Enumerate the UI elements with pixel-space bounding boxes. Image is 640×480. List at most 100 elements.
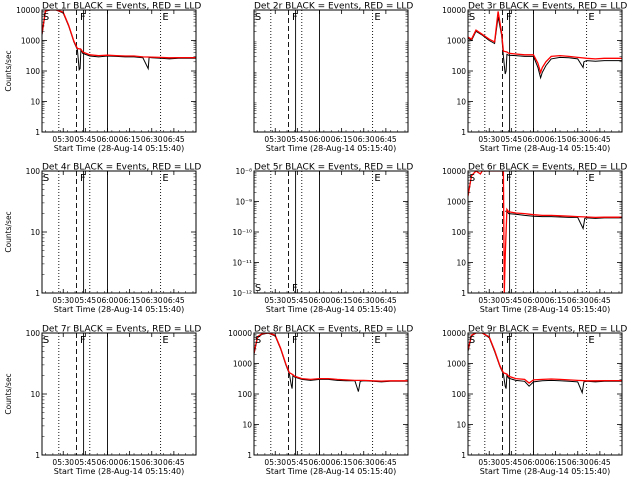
y-tick-label: 10000 xyxy=(442,329,466,338)
y-tick-label: 1 xyxy=(35,289,40,298)
y-tick-label: 10 xyxy=(456,259,466,268)
plot-frame xyxy=(253,9,409,133)
x-tick-label: 06:00 xyxy=(309,458,331,467)
marker-f: F xyxy=(506,335,512,346)
x-tick-label: 06:45 xyxy=(375,458,397,467)
x-tick-label: 06:15 xyxy=(545,458,567,467)
x-tick-label: 06:15 xyxy=(331,458,353,467)
x-tick-label: 05:30 xyxy=(52,458,74,467)
x-tick-label: 05:45 xyxy=(287,135,309,144)
x-axis-label: Start Time (28-Aug-14 05:15:40) xyxy=(480,467,611,476)
marker-f: F xyxy=(506,173,512,184)
x-tick-label: 06:30 xyxy=(141,458,163,467)
plot-frame xyxy=(41,332,197,456)
x-tick-label: 05:45 xyxy=(501,458,523,467)
x-tick-label: 06:15 xyxy=(545,296,567,305)
series-line-lld xyxy=(254,333,408,382)
x-tick-label: 06:00 xyxy=(523,135,545,144)
panel-title: Det 4r BLACK = Events, RED = LLD xyxy=(42,163,201,173)
x-tick-label: 06:00 xyxy=(97,135,119,144)
x-tick-label: 06:45 xyxy=(589,458,611,467)
y-tick-label: 1000 xyxy=(447,198,466,207)
y-tick-label: 1 xyxy=(461,451,466,460)
marker-f: F xyxy=(292,335,298,346)
y-tick-label: 1000 xyxy=(21,37,40,46)
x-tick-label: 06:30 xyxy=(353,296,375,305)
x-tick-label: 06:45 xyxy=(163,458,185,467)
x-tick-label: 06:30 xyxy=(567,135,589,144)
x-tick-label: 05:45 xyxy=(501,296,523,305)
x-tick-label: 06:00 xyxy=(523,296,545,305)
marker-e: E xyxy=(162,335,168,346)
y-tick-label: 10 xyxy=(456,98,466,107)
y-tick-label: 1000 xyxy=(233,360,252,369)
panel-title: Det 9r BLACK = Events, RED = LLD xyxy=(468,325,627,335)
x-axis-label: Start Time (28-Aug-14 05:15:40) xyxy=(480,144,611,153)
y-tick-label: 100 xyxy=(452,67,467,76)
y-tick-label: 10000 xyxy=(442,167,466,176)
series-line-lld xyxy=(468,11,622,75)
x-tick-label: 06:45 xyxy=(375,135,397,144)
y-tick-label: 1 xyxy=(461,128,466,137)
x-tick-label: 05:45 xyxy=(287,296,309,305)
y-tick-label: 1000 xyxy=(447,37,466,46)
x-tick-label: 05:30 xyxy=(264,458,286,467)
x-tick-label: 05:30 xyxy=(478,296,500,305)
x-tick-label: 05:45 xyxy=(501,135,523,144)
x-tick-label: 06:00 xyxy=(97,296,119,305)
x-axis-label: Start Time (28-Aug-14 05:15:40) xyxy=(266,144,397,153)
series-line-events xyxy=(505,210,622,231)
y-axis-label: Counts/sec xyxy=(4,50,13,91)
series-line-lld xyxy=(468,333,622,384)
x-tick-label: 06:30 xyxy=(141,135,163,144)
panel-title: Det 2r BLACK = Events, RED = LLD xyxy=(254,2,413,12)
marker-s: S xyxy=(43,12,49,23)
x-tick-label: 06:00 xyxy=(97,458,119,467)
marker-s: S xyxy=(469,173,475,184)
marker-e: E xyxy=(588,335,594,346)
y-tick-label: 100 xyxy=(26,329,41,338)
panel-title: Det 1r BLACK = Events, RED = LLD xyxy=(42,2,201,12)
y-tick-label: 10 xyxy=(456,421,466,430)
plot-frame xyxy=(253,170,409,294)
marker-f: F xyxy=(80,12,86,23)
plot-frame xyxy=(41,9,197,133)
y-tick-label: 10000 xyxy=(228,329,252,338)
y-tick-label: 100 xyxy=(26,67,41,76)
y-tick-label: 100 xyxy=(452,390,467,399)
x-axis-label: Start Time (28-Aug-14 05:15:40) xyxy=(266,467,397,476)
marker-f: F xyxy=(292,12,298,23)
x-tick-label: 05:45 xyxy=(287,458,309,467)
y-tick-label: 1 xyxy=(35,128,40,137)
plot-frame xyxy=(41,170,197,294)
x-tick-label: 06:30 xyxy=(353,458,375,467)
x-tick-label: 05:30 xyxy=(478,458,500,467)
y-tick-label: 10000 xyxy=(16,6,40,15)
y-axis-label: Counts/sec xyxy=(4,373,13,414)
y-tick-label: 1 xyxy=(35,451,40,460)
marker-e: E xyxy=(374,173,380,184)
series-line-events xyxy=(42,10,196,71)
marker-s: S xyxy=(255,283,261,294)
marker-e: E xyxy=(588,173,594,184)
x-tick-label: 06:45 xyxy=(163,296,185,305)
x-tick-label: 06:30 xyxy=(141,296,163,305)
y-tick-label: 10⁻⁸ xyxy=(235,167,252,176)
y-tick-label: 10 xyxy=(242,421,252,430)
x-axis-label: Start Time (28-Aug-14 05:15:40) xyxy=(54,305,185,314)
x-tick-label: 05:30 xyxy=(264,135,286,144)
marker-s: S xyxy=(43,173,49,184)
marker-f: F xyxy=(506,12,512,23)
y-tick-label: 1 xyxy=(247,451,252,460)
plot-frame xyxy=(253,332,409,456)
plot-frame xyxy=(467,170,623,294)
marker-f: F xyxy=(292,283,298,294)
marker-e: E xyxy=(162,12,168,23)
x-tick-label: 06:30 xyxy=(353,135,375,144)
panel-det-5: Det 5r BLACK = Events, RED = LLD S F E 05:30… xyxy=(232,163,413,315)
